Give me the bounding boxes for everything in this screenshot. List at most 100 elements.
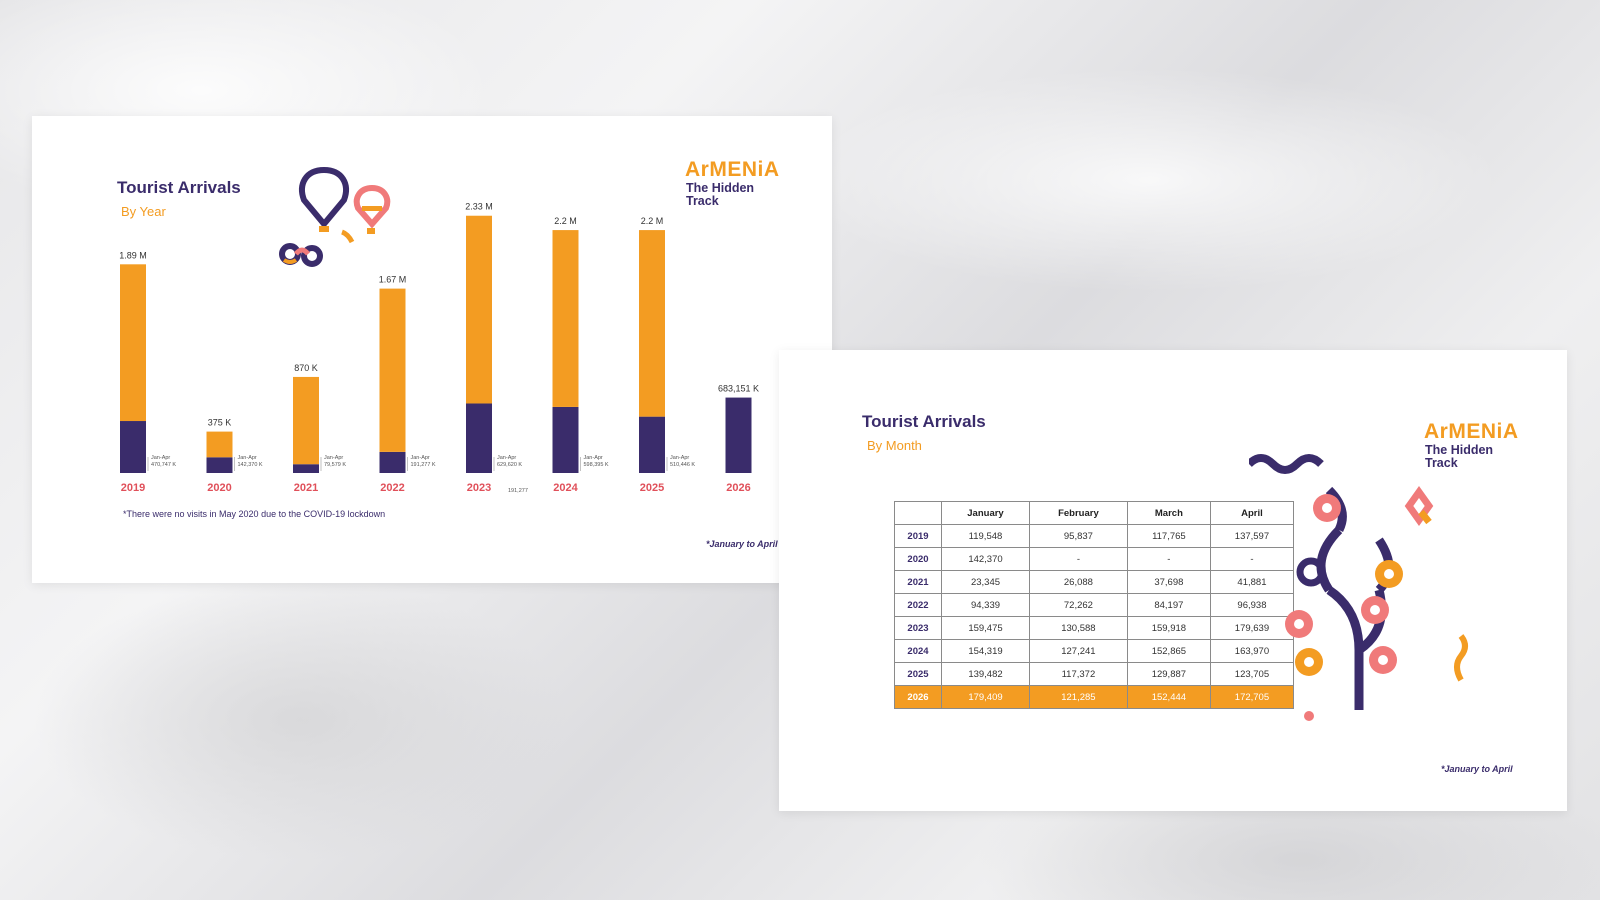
bar-jan-apr-2019 [120, 421, 146, 473]
bar-jan-apr-2021 [293, 464, 319, 473]
slide2-title: Tourist Arrivals [862, 412, 986, 431]
total-label-2021: 870 K [294, 363, 318, 373]
total-label-2026: 683,151 K [718, 384, 759, 394]
jan-apr-value-2025: 510,446 K [670, 462, 695, 468]
table-cell: 142,370 [941, 547, 1030, 571]
table-cell: 84,197 [1126, 593, 1211, 617]
table-cell: 72,262 [1028, 593, 1128, 617]
jan-apr-name-2025: Jan-Apr [670, 455, 689, 461]
logo-tagline: The Hidden Track [686, 182, 754, 208]
table-cell: 163,970 [1209, 639, 1295, 663]
table-row: 2021 23,345 26,088 37,698 41,881 [894, 570, 1295, 594]
slide-by-month: Tourist Arrivals By Month ArMENiA The Hi… [779, 350, 1567, 811]
logo-tagline-line2: Track [686, 194, 719, 208]
category-label-2026: 2026 [726, 482, 750, 494]
table-cell: 37,698 [1126, 570, 1211, 594]
bar-rest-of-year-2025 [639, 230, 665, 417]
jan-apr-value-2019: 470,747 K [151, 462, 176, 468]
stray-value-label: 191,277 [508, 488, 528, 494]
row-year-cell: 2021 [894, 570, 942, 594]
total-label-2025: 2.2 M [641, 216, 664, 226]
logo-armenia-word: ArMENiA [685, 158, 780, 181]
table-row: 2025 139,482 117,372 129,887 123,705 [894, 662, 1295, 686]
jan-apr-value-2024: 598,395 K [584, 462, 609, 468]
table-cell: 119,548 [941, 524, 1030, 548]
table-row: 2023 159,475 130,588 159,918 179,639 [894, 616, 1295, 640]
table-cell: 127,241 [1028, 639, 1128, 663]
table-header-row: January February March April [894, 501, 1295, 525]
total-label-2020: 375 K [208, 418, 232, 428]
table-cell: 152,444 [1126, 685, 1211, 709]
tree-illustration [1249, 454, 1468, 721]
table-cell: 121,285 [1028, 685, 1128, 709]
bar-jan-apr-2022 [379, 451, 406, 473]
row-year-cell: 2024 [894, 639, 942, 663]
table-cell: 139,482 [941, 662, 1030, 686]
jan-apr-name-2021: Jan-Apr [324, 455, 343, 461]
table-cell: 159,918 [1126, 616, 1211, 640]
column-header-january: January [941, 501, 1030, 525]
total-label-2024: 2.2 M [554, 216, 577, 226]
bar-rest-of-year-2021 [293, 376, 319, 465]
monthly-arrivals-table: January February March April 2019 119,548 95,… [894, 501, 1295, 709]
bar-rest-of-year-2020 [206, 431, 233, 458]
slide2-subtitle: By Month [867, 438, 922, 453]
table-row: 2020 142,370- - - [894, 547, 1295, 571]
bar-jan-apr-2026 [725, 397, 752, 473]
table-cell: 95,837 [1028, 524, 1128, 548]
table-cell: 154,319 [941, 639, 1030, 663]
bar-jan-apr-2024 [552, 406, 579, 473]
row-year-cell: 2025 [894, 662, 942, 686]
table-cell: 152,865 [1126, 639, 1211, 663]
bar-jan-apr-2025 [639, 416, 665, 473]
table-cell: 94,339 [941, 593, 1030, 617]
jan-apr-value-2023: 629,620 K [497, 462, 522, 468]
category-label-2022: 2022 [380, 482, 404, 494]
row-year-cell: 2023 [894, 616, 942, 640]
jan-apr-name-2020: Jan-Apr [238, 455, 257, 461]
covid-note: *There were no visits in May 2020 due to… [123, 509, 386, 519]
category-label-2019: 2019 [121, 482, 145, 494]
table-cell: 123,705 [1209, 662, 1295, 686]
row-year-cell: 2019 [894, 524, 942, 548]
table-row: 2024 154,319 127,241 152,865 163,970 [894, 639, 1295, 663]
table-cell: - [1126, 547, 1211, 571]
jan-apr-name-2023: Jan-Apr [497, 455, 516, 461]
jan-apr-name-2024: Jan-Apr [584, 455, 603, 461]
table-cell: 117,765 [1126, 524, 1211, 548]
total-label-2023: 2.33 M [465, 202, 493, 212]
column-header-march: March [1126, 501, 1211, 525]
total-label-2022: 1.67 M [379, 275, 407, 285]
table-row: 2022 94,339 72,262 84,197 96,938 [894, 593, 1295, 617]
category-label-2021: 2021 [294, 482, 318, 494]
row-year-cell: 2020 [894, 547, 942, 571]
logo-tagline: The Hidden Track [1425, 444, 1493, 470]
category-label-2025: 2025 [640, 482, 664, 494]
logo-tagline-line1: The Hidden [1425, 443, 1494, 457]
table-cell: 23,345 [941, 570, 1030, 594]
bar-jan-apr-2023 [466, 403, 492, 473]
table-cell: 26,088 [1028, 570, 1128, 594]
category-label-2024: 2024 [553, 482, 578, 494]
logo-tagline-line2: Track [1425, 456, 1458, 470]
column-header-february: February [1028, 501, 1128, 525]
table-cell: 179,409 [941, 685, 1030, 709]
bar-rest-of-year-2019 [120, 264, 146, 422]
jan-apr-name-2019: Jan-Apr [151, 455, 170, 461]
jan-apr-value-2022: 191,277 K [411, 462, 436, 468]
jan-apr-value-2020: 142,370 K [238, 462, 263, 468]
jan-apr-value-2021: 79,579 K [324, 462, 346, 468]
table-row: 2026 179,409 121,285 152,444 172,705 [894, 685, 1295, 709]
table-cell: 172,705 [1209, 685, 1295, 709]
category-label-2020: 2020 [207, 482, 231, 494]
bar-rest-of-year-2024 [552, 230, 579, 407]
row-year-cell: 2022 [894, 593, 942, 617]
table-cell: 129,887 [1126, 662, 1211, 686]
slide1-footnote: *January to April [706, 539, 778, 549]
jan-apr-name-2022: Jan-Apr [411, 455, 430, 461]
table-row: 2019 119,548 95,837 117,765 137,597 [894, 524, 1295, 548]
table-cell: - [1028, 547, 1128, 571]
logo-tagline-line1: The Hidden [686, 181, 755, 195]
table-cell: 117,372 [1028, 662, 1128, 686]
